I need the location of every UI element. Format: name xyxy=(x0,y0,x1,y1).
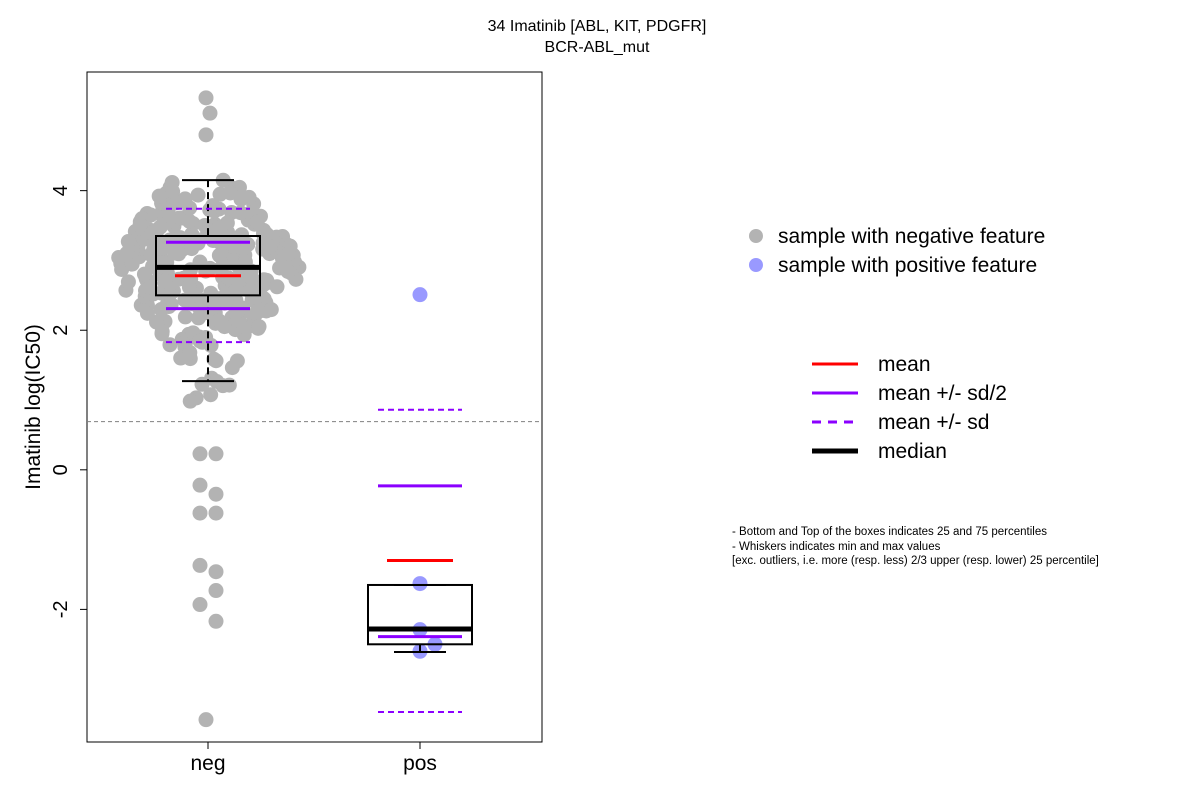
data-point-neg xyxy=(263,302,279,318)
data-point-neg xyxy=(208,446,224,462)
data-point-neg xyxy=(182,393,198,409)
iqr-box xyxy=(367,583,473,646)
data-point-neg xyxy=(132,217,148,233)
plot-frame xyxy=(86,71,543,743)
box-pos xyxy=(367,408,473,713)
data-point-neg xyxy=(208,505,224,521)
data-point-neg xyxy=(198,127,214,143)
data-point-neg xyxy=(211,313,227,329)
legend-line-label: mean xyxy=(878,353,931,376)
data-point-neg xyxy=(280,263,296,279)
y-tick-label: 4 xyxy=(50,185,72,196)
data-point-neg xyxy=(197,217,213,233)
data-point-neg xyxy=(203,337,219,353)
data-point-neg xyxy=(181,213,197,229)
data-point-neg xyxy=(281,246,297,262)
data-point-neg xyxy=(153,285,169,301)
data-point-neg xyxy=(182,345,198,361)
data-point-neg xyxy=(211,247,227,263)
legend-point-marker xyxy=(749,258,763,272)
y-tick-label: -2 xyxy=(50,600,72,618)
legend-points: sample with negative feature sample with … xyxy=(749,225,1045,277)
data-point-neg xyxy=(202,202,218,218)
data-point-neg xyxy=(119,245,135,261)
data-point-neg xyxy=(211,220,227,236)
data-point-neg xyxy=(136,266,152,282)
data-point-neg xyxy=(208,486,224,502)
data-point-neg xyxy=(202,105,218,121)
box-neg xyxy=(155,179,261,383)
data-point-neg xyxy=(120,274,136,290)
note-line-2: - Whiskers indicates min and max values xyxy=(732,541,941,553)
data-point-neg xyxy=(120,234,136,250)
data-point-neg xyxy=(226,284,242,300)
data-point-neg xyxy=(143,247,159,263)
data-point-neg xyxy=(208,353,224,369)
data-point-neg xyxy=(165,184,181,200)
data-point-neg xyxy=(208,564,224,580)
data-point-neg xyxy=(192,446,208,462)
data-point-neg xyxy=(192,557,208,573)
data-point-neg xyxy=(177,292,193,308)
data-point-neg xyxy=(269,279,285,295)
legend-line-label: median xyxy=(878,440,947,463)
data-point-neg xyxy=(220,270,236,286)
y-tick-label: 2 xyxy=(50,325,72,336)
data-point-neg xyxy=(192,477,208,493)
note-line-3: [exc. outliers, i.e. more (resp. less) 2… xyxy=(732,555,1099,567)
chart-subtitle: BCR-ABL_mut xyxy=(544,39,650,56)
data-point-neg xyxy=(203,387,219,403)
data-point-neg xyxy=(208,613,224,629)
data-point-neg xyxy=(192,597,208,613)
data-point-neg xyxy=(154,240,170,256)
data-point-neg xyxy=(198,712,214,728)
data-point-neg xyxy=(234,227,250,243)
data-point-neg xyxy=(142,279,158,295)
y-tick-label: 0 xyxy=(50,464,72,475)
data-point-neg xyxy=(249,214,265,230)
data-point-neg xyxy=(162,337,178,353)
note-line-1: - Bottom and Top of the boxes indicates … xyxy=(732,526,1047,538)
data-point-neg xyxy=(233,205,249,221)
x-tick-label-neg: neg xyxy=(190,752,225,775)
data-point-neg xyxy=(153,301,169,317)
data-point-pos xyxy=(412,576,428,592)
legend-point-label: sample with positive feature xyxy=(778,254,1037,277)
y-axis-label: Imatinib log(IC50) xyxy=(22,324,45,490)
data-point-neg xyxy=(152,219,168,235)
data-point-neg xyxy=(208,583,224,599)
data-point-neg xyxy=(243,270,259,286)
data-point-pos xyxy=(412,287,428,303)
data-point-neg xyxy=(167,245,183,261)
data-point-neg xyxy=(251,319,267,335)
legend-line-label: mean +/- sd/2 xyxy=(878,382,1007,405)
data-point-neg xyxy=(190,187,206,203)
data-point-neg xyxy=(233,191,249,207)
data-point-neg xyxy=(230,303,246,319)
data-point-neg xyxy=(157,273,173,289)
data-point-neg xyxy=(262,239,278,255)
data-point-neg xyxy=(192,505,208,521)
data-point-neg xyxy=(154,324,170,340)
legend-line-label: mean +/- sd xyxy=(878,411,989,434)
data-point-neg xyxy=(181,279,197,295)
data-point-neg xyxy=(177,309,193,325)
data-point-neg xyxy=(203,285,219,301)
legend-point-marker xyxy=(749,229,763,243)
chart-title: 34 Imatinib [ABL, KIT, PDGFR] xyxy=(487,18,707,35)
data-point-neg xyxy=(224,360,240,376)
legend-lines: mean mean +/- sd/2 mean +/- sd median xyxy=(812,353,1007,463)
x-tick-label-pos: pos xyxy=(403,752,437,775)
data-point-neg xyxy=(224,236,240,252)
legend-point-label: sample with negative feature xyxy=(778,225,1045,248)
data-point-neg xyxy=(198,90,214,106)
data-point-neg xyxy=(139,305,155,321)
